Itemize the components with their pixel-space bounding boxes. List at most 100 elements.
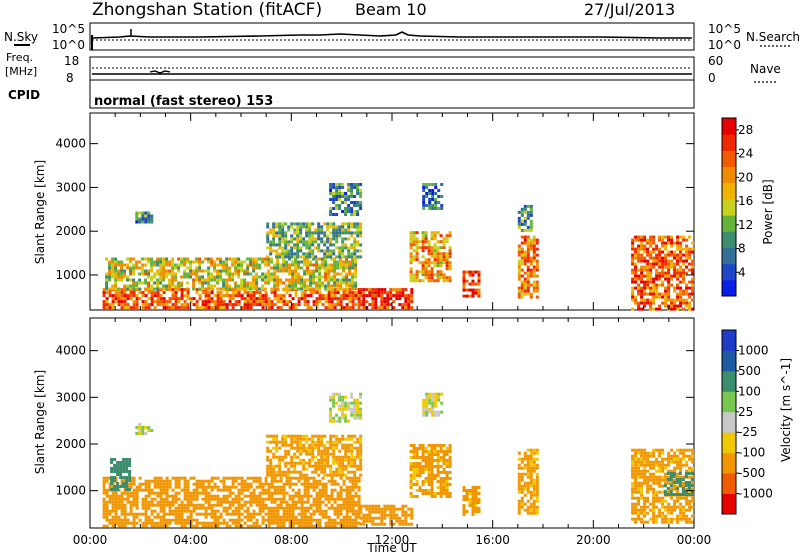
range-cell-1 bbox=[330, 267, 333, 270]
range-cell-7 bbox=[428, 183, 431, 186]
range-cell-4 bbox=[341, 411, 344, 414]
range-cell-6 bbox=[434, 246, 437, 249]
range-cell-9 bbox=[524, 482, 527, 485]
range-cell-9 bbox=[527, 236, 530, 239]
range-cell-0 bbox=[292, 297, 295, 300]
range-cell-11 bbox=[646, 299, 649, 302]
range-cell-6 bbox=[434, 453, 437, 456]
range-cell-6 bbox=[416, 474, 419, 477]
range-cell-3 bbox=[290, 471, 293, 474]
range-cell-1 bbox=[237, 264, 240, 267]
range-cell-1 bbox=[264, 264, 267, 267]
range-cell-0 bbox=[241, 489, 244, 492]
range-cell-10 bbox=[637, 467, 640, 470]
range-cell-11 bbox=[673, 475, 676, 478]
range-cell-0 bbox=[271, 300, 274, 303]
range-cell-0 bbox=[322, 483, 325, 486]
range-cell-3 bbox=[332, 462, 335, 465]
range-cell-0 bbox=[268, 483, 271, 486]
range-cell-6 bbox=[437, 240, 440, 243]
range-cell-6 bbox=[413, 471, 416, 474]
range-cell-5 bbox=[377, 294, 380, 297]
range-cell-11 bbox=[637, 260, 640, 263]
range-cell-3 bbox=[290, 456, 293, 459]
range-cell-4 bbox=[359, 402, 362, 405]
range-cell-11 bbox=[676, 239, 679, 242]
range-cell-0 bbox=[307, 303, 310, 306]
range-cell-10 bbox=[691, 449, 694, 452]
range-cell-0 bbox=[112, 306, 115, 309]
range-cell-6 bbox=[437, 471, 440, 474]
range-cell-0 bbox=[244, 291, 247, 294]
range-cell-0 bbox=[355, 480, 358, 483]
range-cell-9 bbox=[533, 479, 536, 482]
range-cell-4 bbox=[356, 192, 359, 195]
range-cell-10 bbox=[631, 488, 634, 491]
range-cell-6 bbox=[446, 489, 449, 492]
range-cell-4 bbox=[356, 414, 359, 417]
range-cell-7 bbox=[437, 396, 440, 399]
range-cell-5 bbox=[380, 300, 383, 303]
range-cell-10 bbox=[664, 500, 667, 503]
range-cell-11 bbox=[640, 242, 643, 245]
range-cell-5 bbox=[407, 294, 410, 297]
range-cell-0 bbox=[295, 516, 298, 519]
range-cell-1 bbox=[270, 261, 273, 264]
range-cell-0 bbox=[226, 525, 229, 528]
range-cell-0 bbox=[202, 507, 205, 510]
range-cell-0 bbox=[250, 291, 253, 294]
range-cell-11 bbox=[688, 287, 691, 290]
range-cell-1 bbox=[303, 273, 306, 276]
range-cell-6 bbox=[416, 447, 419, 450]
range-cell-11 bbox=[631, 287, 634, 290]
range-cell-0 bbox=[106, 291, 109, 294]
range-cell-6 bbox=[410, 246, 413, 249]
range-cell-0 bbox=[109, 513, 112, 516]
range-cell-1 bbox=[246, 282, 249, 285]
range-cell-5 bbox=[398, 523, 401, 526]
velocity-colorbar-swatch bbox=[722, 350, 736, 371]
range-cell-10 bbox=[637, 485, 640, 488]
range-cell-9 bbox=[521, 284, 524, 287]
range-cell-0 bbox=[319, 522, 322, 525]
range-cell-10 bbox=[649, 485, 652, 488]
range-cell-0 bbox=[160, 477, 163, 480]
range-cell-9 bbox=[518, 293, 521, 296]
range-cell-3 bbox=[302, 450, 305, 453]
range-cell-5 bbox=[365, 300, 368, 303]
range-cell-11 bbox=[673, 263, 676, 266]
range-cell-1 bbox=[168, 264, 171, 267]
range-cell-4 bbox=[338, 396, 341, 399]
range-cell-1 bbox=[111, 261, 114, 264]
range-cell-11 bbox=[667, 493, 670, 496]
range-cell-4 bbox=[341, 192, 344, 195]
range-cell-0 bbox=[325, 498, 328, 501]
range-cell-3 bbox=[350, 231, 353, 234]
range-cell-0 bbox=[187, 486, 190, 489]
range-cell-0 bbox=[232, 486, 235, 489]
range-cell-1 bbox=[216, 279, 219, 282]
range-cell-3 bbox=[299, 225, 302, 228]
range-cell-0 bbox=[151, 489, 154, 492]
range-cell-3 bbox=[287, 240, 290, 243]
range-cell-0 bbox=[103, 510, 106, 513]
range-cell-3 bbox=[311, 444, 314, 447]
range-cell-1 bbox=[135, 267, 138, 270]
range-cell-3 bbox=[296, 447, 299, 450]
range-cell-3 bbox=[350, 444, 353, 447]
range-cell-3 bbox=[296, 231, 299, 234]
range-cell-1 bbox=[207, 279, 210, 282]
range-cell-0 bbox=[256, 522, 259, 525]
range-cell-5 bbox=[377, 505, 380, 508]
range-cell-11 bbox=[637, 308, 640, 311]
range-cell-0 bbox=[349, 294, 352, 297]
range-cell-0 bbox=[145, 498, 148, 501]
range-cell-3 bbox=[281, 435, 284, 438]
range-cell-9 bbox=[524, 494, 527, 497]
range-cell-6 bbox=[410, 477, 413, 480]
range-cell-1 bbox=[128, 458, 131, 461]
range-cell-11 bbox=[679, 248, 682, 251]
range-cell-5 bbox=[377, 306, 380, 309]
range-cell-3 bbox=[341, 225, 344, 228]
range-cell-3 bbox=[317, 231, 320, 234]
